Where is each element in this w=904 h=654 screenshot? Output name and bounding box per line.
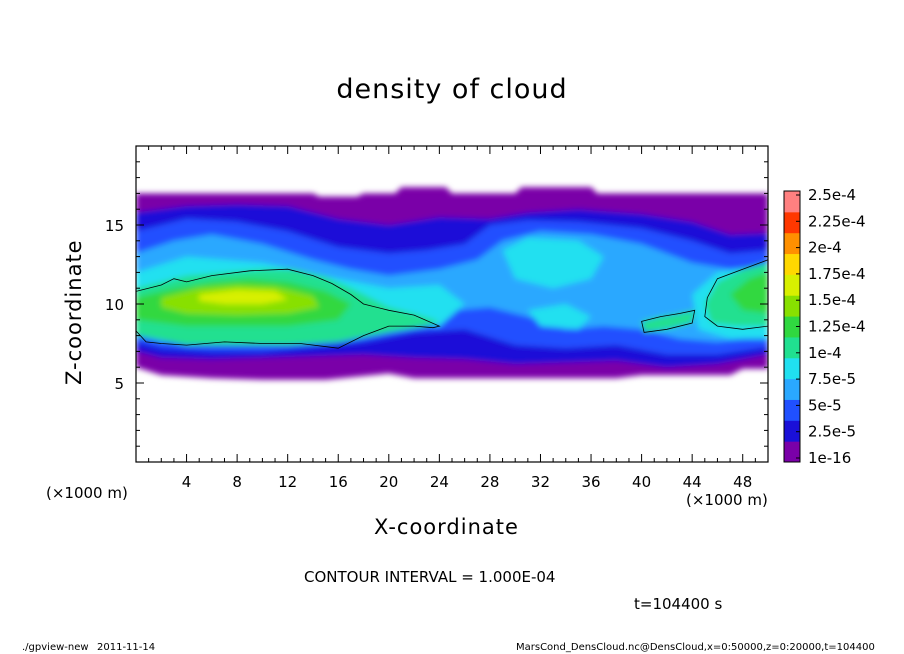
source-info: MarsCond_DensCloud.nc@DensCloud,x=0:5000…: [516, 642, 875, 653]
colorbar-label: 2.25e-4: [808, 212, 866, 230]
colorbar-swatch: [784, 451, 800, 463]
colorbar-swatch: [784, 305, 800, 317]
x-axis-label: X-coordinate: [374, 515, 519, 539]
level-green-right-core: [730, 272, 768, 314]
x-tick-label: 16: [329, 473, 348, 491]
level-cyan-mid: [527, 304, 591, 330]
density-field: [136, 187, 768, 380]
colorbar-swatch: [784, 253, 800, 265]
contour-line-right: [704, 259, 768, 330]
contour-interval: CONTOUR INTERVAL = 1.000E-04: [304, 568, 556, 586]
colorbar-swatch: [784, 368, 800, 380]
contour-line-main-top: [136, 268, 441, 329]
x-tick-label: 36: [581, 473, 600, 491]
colorbar-swatch: [784, 201, 800, 213]
colorbar-label: 1.5e-4: [808, 291, 856, 309]
colorbar-label: 1e-16: [808, 449, 851, 467]
colorbar-swatch: [784, 441, 800, 453]
contour-line-small: [641, 309, 696, 333]
colorbar-swatch: [784, 295, 800, 307]
plot-date: 2011-11-14: [97, 642, 156, 653]
colorbar-swatch: [784, 191, 800, 202]
level-cyan-top: [502, 237, 604, 289]
colorbar-swatch: [784, 347, 800, 359]
colorbar-swatch: [784, 326, 800, 338]
colorbar-label: 1.25e-4: [808, 318, 866, 336]
x-tick-label: 40: [632, 473, 651, 491]
colorbar-swatch: [784, 263, 800, 275]
x-tick-label: 24: [430, 473, 449, 491]
colorbar-swatch: [784, 222, 800, 234]
x-unit-label-right: (×1000 m): [686, 491, 768, 509]
chart-title: density of cloud: [336, 74, 568, 105]
contour-lines: [136, 259, 768, 349]
x-tick-label: 4: [182, 473, 192, 491]
x-unit-label-left: (×1000 m): [46, 484, 128, 502]
colorbar-label: 5e-5: [808, 396, 842, 414]
colorbar-swatch: [784, 399, 800, 411]
colorbar-label: 7.5e-5: [808, 370, 856, 388]
colorbar-swatch: [784, 232, 800, 244]
colorbar-label: 1.75e-4: [808, 265, 866, 283]
x-tick-label: 44: [683, 473, 702, 491]
y-tick-label: 5: [114, 375, 124, 393]
colorbar-swatch: [784, 284, 800, 296]
time-label: t=104400 s: [634, 595, 723, 613]
colorbar: 2.5e-4 2.25e-4 2e-4 1.75e-4 1.5e-4 1.25e-4 1e-…: [783, 186, 866, 467]
x-tick-label: 48: [733, 473, 752, 491]
colorbar-label: 1e-4: [808, 344, 842, 362]
y-axis-label: Z-coordinate: [62, 239, 86, 385]
colorbar-swatch: [784, 336, 800, 348]
colorbar-label: 2e-4: [808, 239, 842, 257]
x-tick-label: 8: [232, 473, 242, 491]
program-name: ./gpview-new: [22, 642, 89, 653]
colorbar-swatch: [784, 409, 800, 421]
colorbar-label: 2.5e-4: [808, 186, 856, 204]
y-tick-label: 10: [105, 296, 124, 314]
x-tick-label: 20: [379, 473, 398, 491]
colorbar-swatch: [784, 430, 800, 442]
y-tick-label: 15: [105, 217, 124, 235]
x-tick-label: 32: [531, 473, 550, 491]
x-tick-label: 12: [278, 473, 297, 491]
level-1.75e-4: [199, 289, 288, 304]
colorbar-swatch: [784, 420, 800, 432]
colorbar-swatch: [784, 274, 800, 286]
colorbar-swatch: [784, 316, 800, 327]
colorbar-swatch: [784, 378, 800, 390]
contour-line-main-bottom: [136, 325, 434, 349]
colorbar-swatch: [784, 389, 800, 400]
colorbar-swatch: [784, 357, 800, 369]
x-tick-label: 28: [480, 473, 499, 491]
colorbar-label: 2.5e-5: [808, 423, 856, 441]
level-green-small: [641, 310, 695, 333]
field-layers: [136, 187, 768, 380]
colorbar-swatch: [784, 211, 800, 223]
colorbar-swatch: [784, 243, 800, 255]
